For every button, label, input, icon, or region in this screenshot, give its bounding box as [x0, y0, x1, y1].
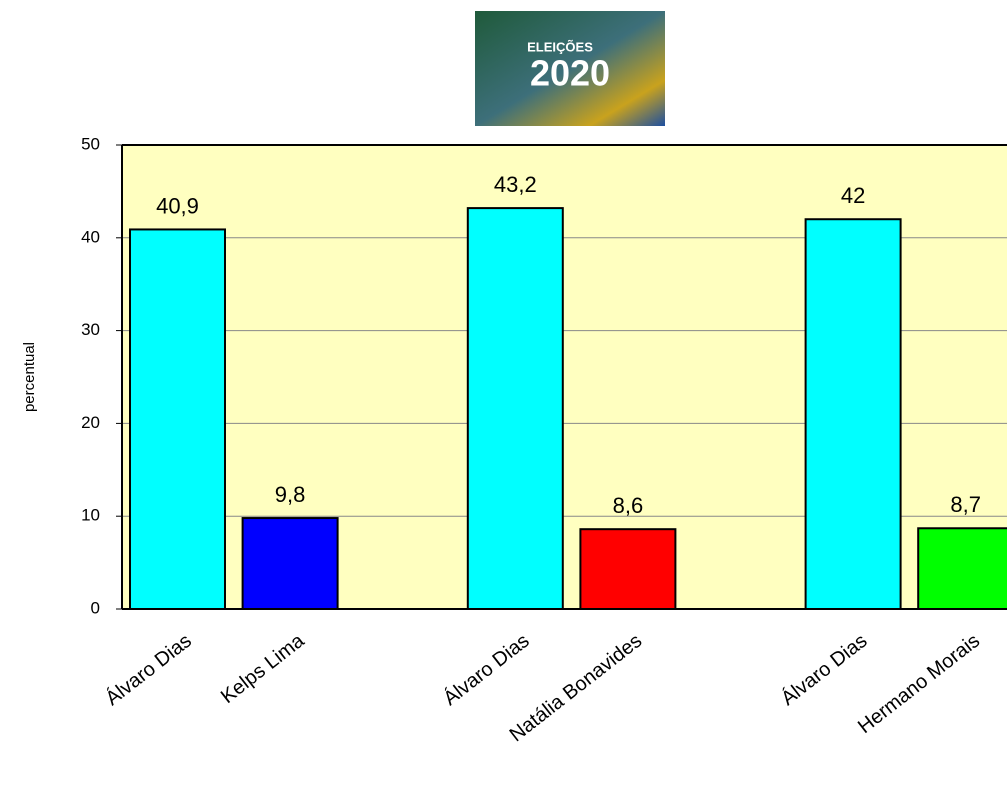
y-tick-label: 20: [81, 413, 100, 432]
bar: [129, 228, 226, 610]
data-label: 40,9: [156, 193, 199, 218]
data-label: 8,7: [950, 492, 981, 517]
x-tick-label: Hermano Morais: [854, 630, 984, 738]
x-tick-label: Álvaro Dias: [101, 629, 196, 710]
bar: [241, 517, 339, 611]
y-tick-label: 0: [91, 598, 100, 617]
logo-text: 2020: [530, 53, 610, 94]
data-label: 8,6: [613, 493, 644, 518]
y-tick-label: 50: [81, 134, 100, 153]
y-tick-label: 10: [81, 506, 100, 525]
x-tick-label: Kelps Lima: [217, 629, 309, 708]
x-tick-label: Álvaro Dias: [439, 629, 534, 710]
logo: ELEIÇÕES 2020: [475, 11, 665, 126]
x-tick-label: Álvaro Dias: [777, 629, 872, 710]
logo-image: [475, 11, 665, 126]
y-tick-label: 30: [81, 320, 100, 339]
bar: [804, 218, 902, 611]
bar: [466, 207, 564, 610]
data-label: 43,2: [494, 172, 537, 197]
y-tick-label: 40: [81, 227, 100, 246]
y-axis-label: percentual: [21, 342, 38, 412]
bar: [917, 527, 1007, 610]
bar: [579, 528, 677, 611]
data-label: 42: [841, 183, 865, 208]
data-label: 9,8: [275, 482, 306, 507]
logo-text: ELEIÇÕES: [527, 39, 593, 54]
